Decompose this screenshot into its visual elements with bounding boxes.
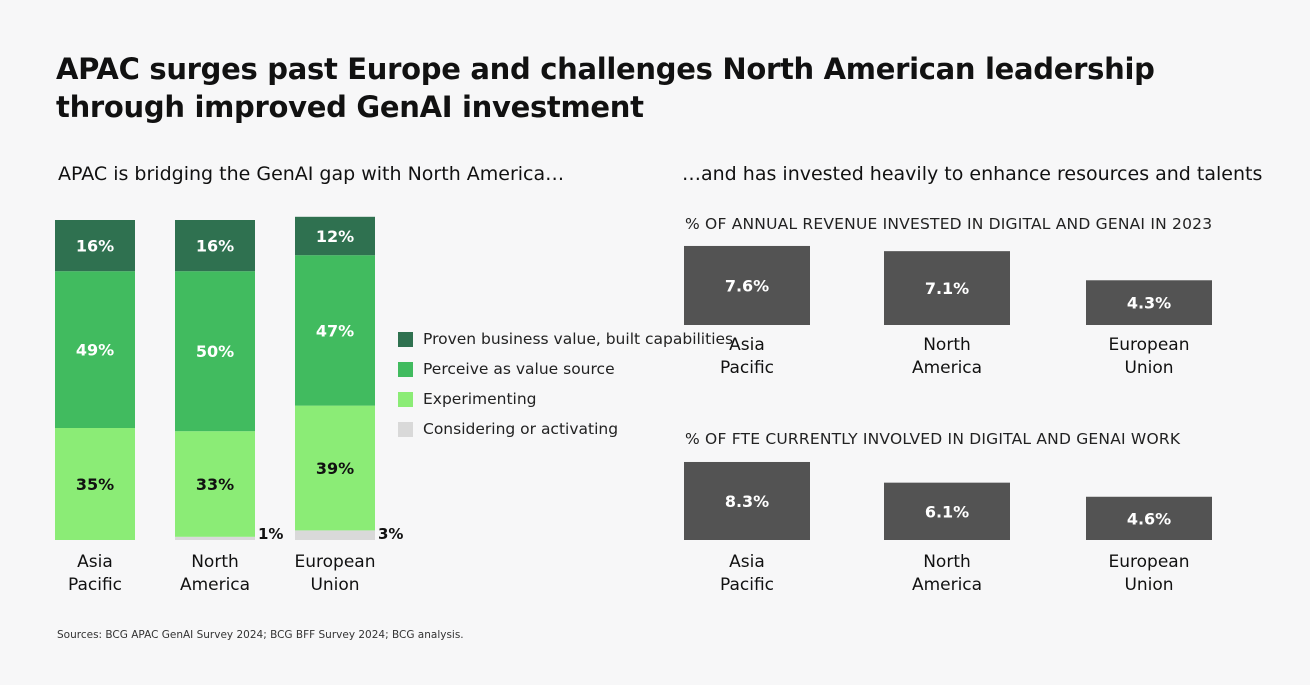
stacked-bar-perceive-0 <box>55 271 135 428</box>
fte-category-label-1-0: North <box>923 552 971 572</box>
stacked-bar-perceive-2 <box>295 255 375 406</box>
fte-category-label-2-1: Union <box>1124 575 1173 595</box>
stacked-label-perceive-0: 49% <box>76 341 114 360</box>
stacked-label-experimenting-2: 39% <box>316 459 354 478</box>
stacked-label-proven-1: 16% <box>196 237 234 256</box>
fte-category-label-2-0: European <box>1109 552 1190 572</box>
stacked-bar-perceive-1 <box>175 271 255 432</box>
revenue-category-label-1-1: America <box>912 358 982 378</box>
stacked-category-label-2-0: European <box>295 552 376 572</box>
revenue-bar-2 <box>1086 280 1212 325</box>
revenue-category-label-1-0: North <box>923 335 971 355</box>
stacked-category-label-1-0: North <box>191 552 239 572</box>
fte-value-label-1: 6.1% <box>925 502 969 521</box>
stacked-bar-considering-1 <box>175 536 255 540</box>
fte-category-label-1-1: America <box>912 575 982 595</box>
stacked-bar-experimenting-1 <box>175 431 255 537</box>
revenue-panel-title: % OF ANNUAL REVENUE INVESTED IN DIGITAL … <box>685 215 1213 233</box>
stacked-label-considering-1: 1% <box>258 525 283 543</box>
fte-bar-2 <box>1086 496 1212 540</box>
revenue-category-label-2-0: European <box>1109 335 1190 355</box>
stacked-category-label-0-1: Pacific <box>68 575 122 595</box>
legend: Proven business value, built capabilitie… <box>398 329 733 449</box>
revenue-bar-0 <box>684 245 810 325</box>
legend-swatch-experimenting <box>398 392 413 407</box>
stacked-category-label-0-0: Asia <box>77 552 113 572</box>
revenue-value-label-2: 4.3% <box>1127 294 1171 313</box>
legend-item-experimenting: Experimenting <box>398 389 733 410</box>
revenue-value-label-1: 7.1% <box>925 279 969 298</box>
stacked-bar-considering-2 <box>295 530 375 540</box>
stacked-label-perceive-1: 50% <box>196 342 234 361</box>
stacked-label-proven-0: 16% <box>76 237 114 256</box>
legend-label-experimenting: Experimenting <box>423 390 537 408</box>
stacked-bar-proven-2 <box>295 216 375 256</box>
legend-swatch-perceive <box>398 362 413 377</box>
legend-item-considering: Considering or activating <box>398 419 733 440</box>
legend-label-proven: Proven business value, built capabilitie… <box>423 330 734 348</box>
legend-item-perceive: Perceive as value source <box>398 359 733 380</box>
revenue-category-label-2-1: Union <box>1124 358 1173 378</box>
stacked-category-label-1-1: America <box>180 575 250 595</box>
revenue-category-label-0-1: Pacific <box>720 358 774 378</box>
stacked-bar-proven-1 <box>175 220 255 272</box>
fte-bar-0 <box>684 461 810 540</box>
stacked-bar-experimenting-0 <box>55 428 135 540</box>
fte-panel-title: % OF FTE CURRENTLY INVOLVED IN DIGITAL A… <box>685 430 1181 448</box>
legend-label-considering: Considering or activating <box>423 420 619 438</box>
stacked-bar-proven-0 <box>55 220 135 272</box>
fte-category-label-0-0: Asia <box>729 552 765 572</box>
fte-value-label-0: 8.3% <box>725 492 769 511</box>
legend-swatch-considering <box>398 422 413 437</box>
stacked-label-proven-2: 12% <box>316 227 354 246</box>
stacked-label-perceive-2: 47% <box>316 321 354 340</box>
right-subtitle: …and has invested heavily to enhance res… <box>682 163 1263 185</box>
revenue-bar-1 <box>884 251 1010 325</box>
stacked-category-label-2-1: Union <box>310 575 359 595</box>
fte-bar-1 <box>884 482 1010 540</box>
fte-value-label-2: 4.6% <box>1127 509 1171 528</box>
legend-swatch-proven <box>398 332 413 347</box>
revenue-value-label-0: 7.6% <box>725 276 769 295</box>
fte-category-label-0-1: Pacific <box>720 575 774 595</box>
stacked-bar-experimenting-2 <box>295 405 375 531</box>
source-note: Sources: BCG APAC GenAI Survey 2024; BCG… <box>57 629 464 641</box>
legend-label-perceive: Perceive as value source <box>423 360 615 378</box>
page-title: APAC surges past Europe and challenges N… <box>56 52 1155 124</box>
stacked-label-experimenting-1: 33% <box>196 475 234 494</box>
legend-item-proven: Proven business value, built capabilitie… <box>398 329 733 350</box>
left-subtitle: APAC is bridging the GenAI gap with Nort… <box>58 163 565 185</box>
stacked-label-considering-2: 3% <box>378 525 403 543</box>
revenue-category-label-0-0: Asia <box>729 335 765 355</box>
stacked-label-experimenting-0: 35% <box>76 475 114 494</box>
